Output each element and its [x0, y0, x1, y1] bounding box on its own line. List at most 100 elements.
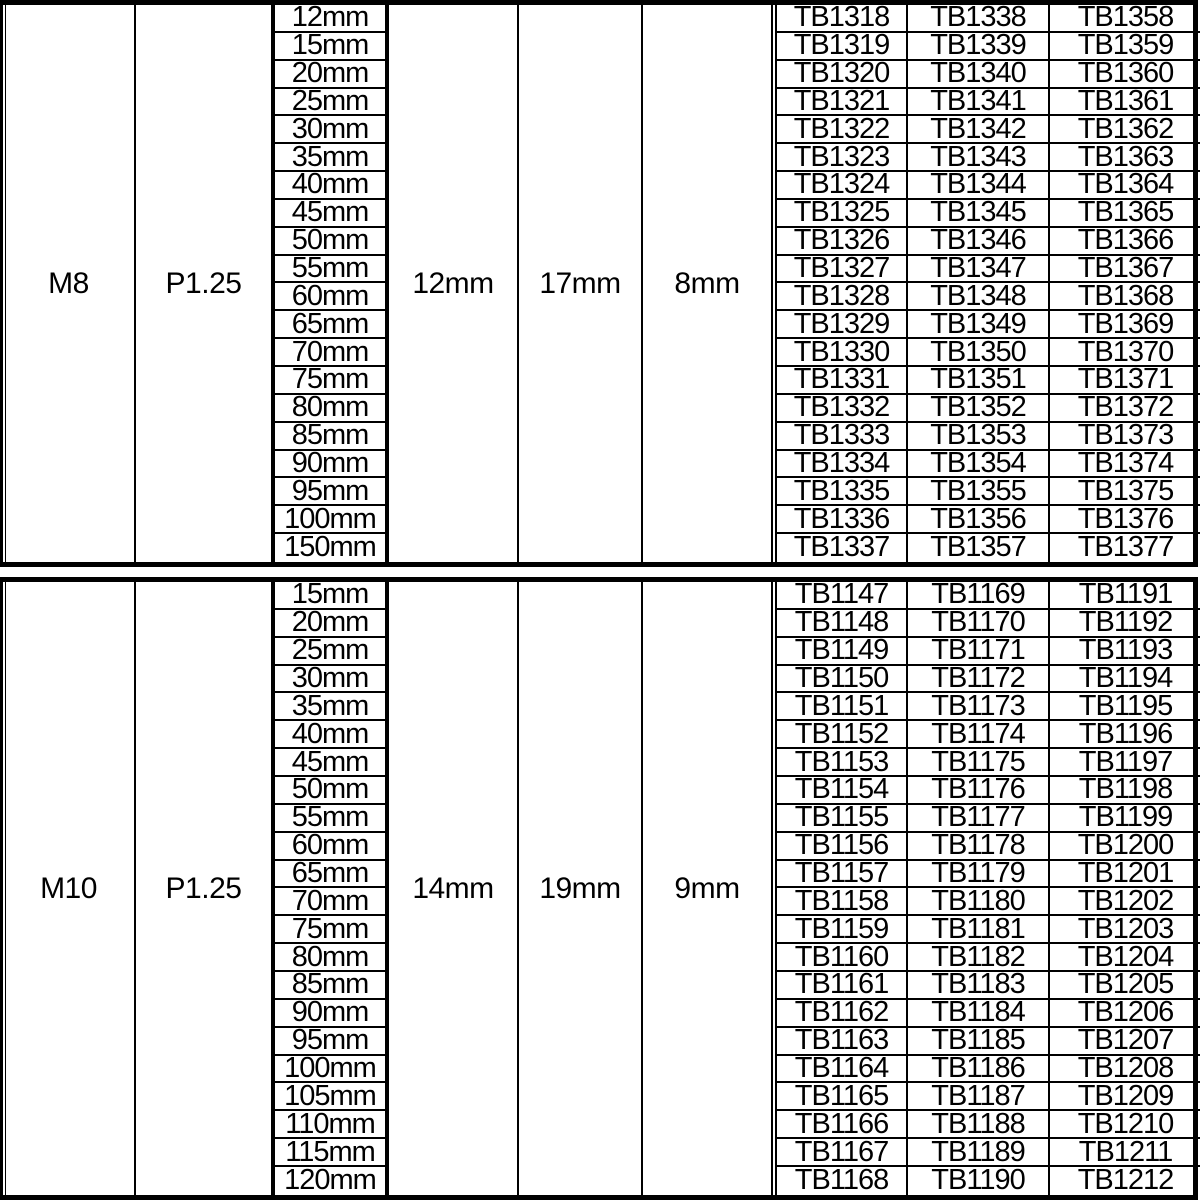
cell-part-number: TB1356 [908, 506, 1048, 535]
cell-length: 45mm [273, 749, 387, 778]
cell-part-number: TB1162 [777, 1000, 906, 1028]
cell-size: M8 [3, 5, 136, 562]
cell-dim-a: 12mm [389, 5, 519, 562]
cell-part-number: TB1205 [1050, 972, 1200, 1000]
cell-part-number: TB1364 [1050, 172, 1200, 200]
part-number-column-1: TB1318 TB1319 TB1320 TB1321 TB1322 TB1323 TB13… [777, 5, 908, 562]
cell-length: 105mm [273, 1083, 387, 1112]
cell-part-number: TB1352 [908, 395, 1048, 423]
cell-part-number: TB1363 [1050, 144, 1200, 173]
cell-part-number: TB1336 [777, 506, 906, 535]
cell-part-number: TB1168 [794, 1167, 889, 1195]
cell-part-number: TB1370 [1050, 339, 1200, 367]
cell-part-number: TB1318 [777, 5, 906, 33]
cell-part-number: TB1323 [777, 144, 906, 173]
cell-part-number: TB1201 [1050, 861, 1200, 889]
cell-length: 35mm [273, 693, 387, 722]
cell-length: 50mm [273, 227, 387, 256]
cell-part-number: TB1362 [1050, 116, 1200, 145]
cell-length: 20mm [273, 60, 387, 89]
cell-part-number: TB1149 [777, 638, 906, 666]
cell-part-number: TB1173 [908, 693, 1048, 722]
cell-length: 85mm [273, 422, 387, 451]
cell-length: 20mm [273, 609, 387, 638]
spec-table-m8: M8 P1.25 12mm 15mm 20mm 25mm 30mm 35mm 40mm 45m… [0, 0, 1200, 567]
cell-part-number: TB1190 [931, 1167, 1025, 1195]
cell-part-number: TB1371 [1050, 367, 1200, 395]
cell-part-number: TB1163 [777, 1028, 906, 1056]
cell-part-number: TB1174 [908, 721, 1048, 750]
cell-part-number: TB1335 [777, 478, 906, 507]
cell-part-number: TB1203 [1050, 916, 1200, 945]
cell-dim-b: 17mm [519, 5, 643, 562]
cell-part-number: TB1150 [777, 666, 906, 694]
cell-part-number: TB1365 [1050, 200, 1200, 228]
cell-part-number: TB1193 [1050, 638, 1200, 666]
cell-part-number: TB1321 [777, 89, 906, 117]
cell-part-number: TB1202 [1050, 888, 1200, 917]
cell-part-number: TB1195 [1050, 693, 1200, 722]
cell-part-number: TB1170 [908, 610, 1048, 638]
cell-length: 35mm [273, 144, 387, 173]
cell-part-number: TB1355 [908, 478, 1048, 507]
cell-part-number: TB1211 [1050, 1139, 1200, 1168]
cell-part-number: TB1182 [908, 944, 1048, 973]
cell-part-number: TB1337 [793, 534, 891, 562]
cell-part-number: TB1206 [1050, 1000, 1200, 1028]
cell-part-number: TB1369 [1050, 311, 1200, 340]
cell-size: M10 [3, 582, 136, 1195]
cell-part-number: TB1200 [1050, 833, 1200, 861]
cell-part-number: TB1360 [1050, 61, 1200, 89]
cell-part-number: TB1172 [908, 666, 1048, 694]
cell-part-number: TB1377 [1077, 534, 1175, 562]
cell-length: 85mm [273, 972, 387, 1000]
cell-length: 75mm [273, 366, 387, 395]
cell-part-number: TB1176 [908, 777, 1048, 805]
cell-part-number: TB1189 [908, 1139, 1048, 1168]
cell-part-number: TB1345 [908, 200, 1048, 228]
part-number-column-3: TB1358 TB1359 TB1360 TB1361 TB1362 TB1363 TB13… [1050, 5, 1200, 562]
cell-length: 75mm [273, 916, 387, 945]
cell-part-number: TB1347 [908, 256, 1048, 284]
cell-part-number: TB1178 [908, 833, 1048, 861]
cell-length: 100mm [273, 506, 387, 535]
cell-dim-c: 8mm [674, 266, 740, 300]
cell-part-number: TB1367 [1050, 256, 1200, 284]
cell-part-number: TB1171 [908, 638, 1048, 666]
cell-part-number: TB1148 [777, 610, 906, 638]
cell-part-number: TB1212 [1077, 1167, 1175, 1195]
length-column: 12mm 15mm 20mm 25mm 30mm 35mm 40mm 45mm 50mm 55mm… [273, 5, 389, 562]
cell-part-number: TB1322 [777, 116, 906, 145]
cell-part-number: TB1353 [908, 423, 1048, 451]
cell-length: 115mm [273, 1139, 387, 1168]
cell-part-number: TB1319 [777, 33, 906, 61]
cell-length: 45mm [273, 199, 387, 228]
cell-part-number: TB1147 [777, 582, 906, 610]
cell-part-number: TB1184 [908, 1000, 1048, 1028]
cell-part-number: TB1155 [777, 805, 906, 833]
cell-length: 25mm [273, 88, 387, 117]
cell-part-number: TB1152 [777, 721, 906, 750]
cell-length: 12mm [273, 5, 387, 33]
cell-part-number: TB1329 [777, 311, 906, 340]
cell-part-number: TB1199 [1050, 805, 1200, 833]
part-number-column-2: TB1169 TB1170 TB1171 TB1172 TB1173 TB1174 TB11… [908, 582, 1050, 1195]
cell-part-number: TB1165 [777, 1083, 906, 1112]
cell-length: 15mm [273, 32, 387, 61]
cell-part-number: TB1186 [908, 1056, 1048, 1084]
cell-part-number: TB1341 [908, 89, 1048, 117]
cell-part-number: TB1156 [777, 833, 906, 861]
cell-length: 150mm [273, 534, 387, 562]
cell-part-number: TB1361 [1050, 89, 1200, 117]
cell-dim-a: 14mm [389, 582, 519, 1195]
cell-part-number: TB1198 [1050, 777, 1200, 805]
cell-part-number: TB1169 [908, 582, 1048, 610]
cell-part-number: TB1179 [908, 861, 1048, 889]
cell-dim-b: 19mm [519, 582, 643, 1195]
cell-part-number: TB1208 [1050, 1056, 1200, 1084]
cell-length: 110mm [273, 1111, 387, 1140]
cell-part-number: TB1344 [908, 172, 1048, 200]
cell-part-number: TB1153 [777, 749, 906, 778]
cell-part-number: TB1161 [777, 972, 906, 1000]
